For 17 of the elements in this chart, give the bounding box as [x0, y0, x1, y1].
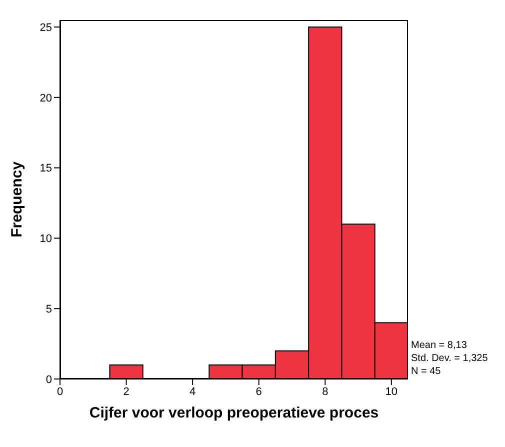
- y-tick-label: 5: [46, 304, 52, 316]
- y-tick-label: 20: [40, 92, 52, 104]
- x-tick-label: 10: [385, 386, 398, 398]
- y-tick-label: 10: [40, 233, 52, 246]
- y-axis-title: Frequency: [8, 160, 26, 238]
- x-tick-label: 8: [322, 386, 328, 398]
- x-tick-label: 4: [190, 386, 196, 398]
- text: Mean = 8,13: [411, 339, 468, 352]
- text: N = 45: [411, 365, 442, 378]
- x-axis-title: Cijfer voor verloop preoperatieve proces: [89, 404, 379, 422]
- text: Std. Dev. = 1,325: [411, 352, 488, 365]
- y-tick-label: 0: [46, 374, 52, 386]
- x-tick-label: 6: [256, 386, 262, 398]
- x-tick-label: 0: [56, 386, 64, 398]
- y-tick-label: 25: [40, 22, 52, 34]
- x-tick-label: 2: [123, 386, 130, 398]
- y-tick-label: 15: [40, 162, 52, 175]
